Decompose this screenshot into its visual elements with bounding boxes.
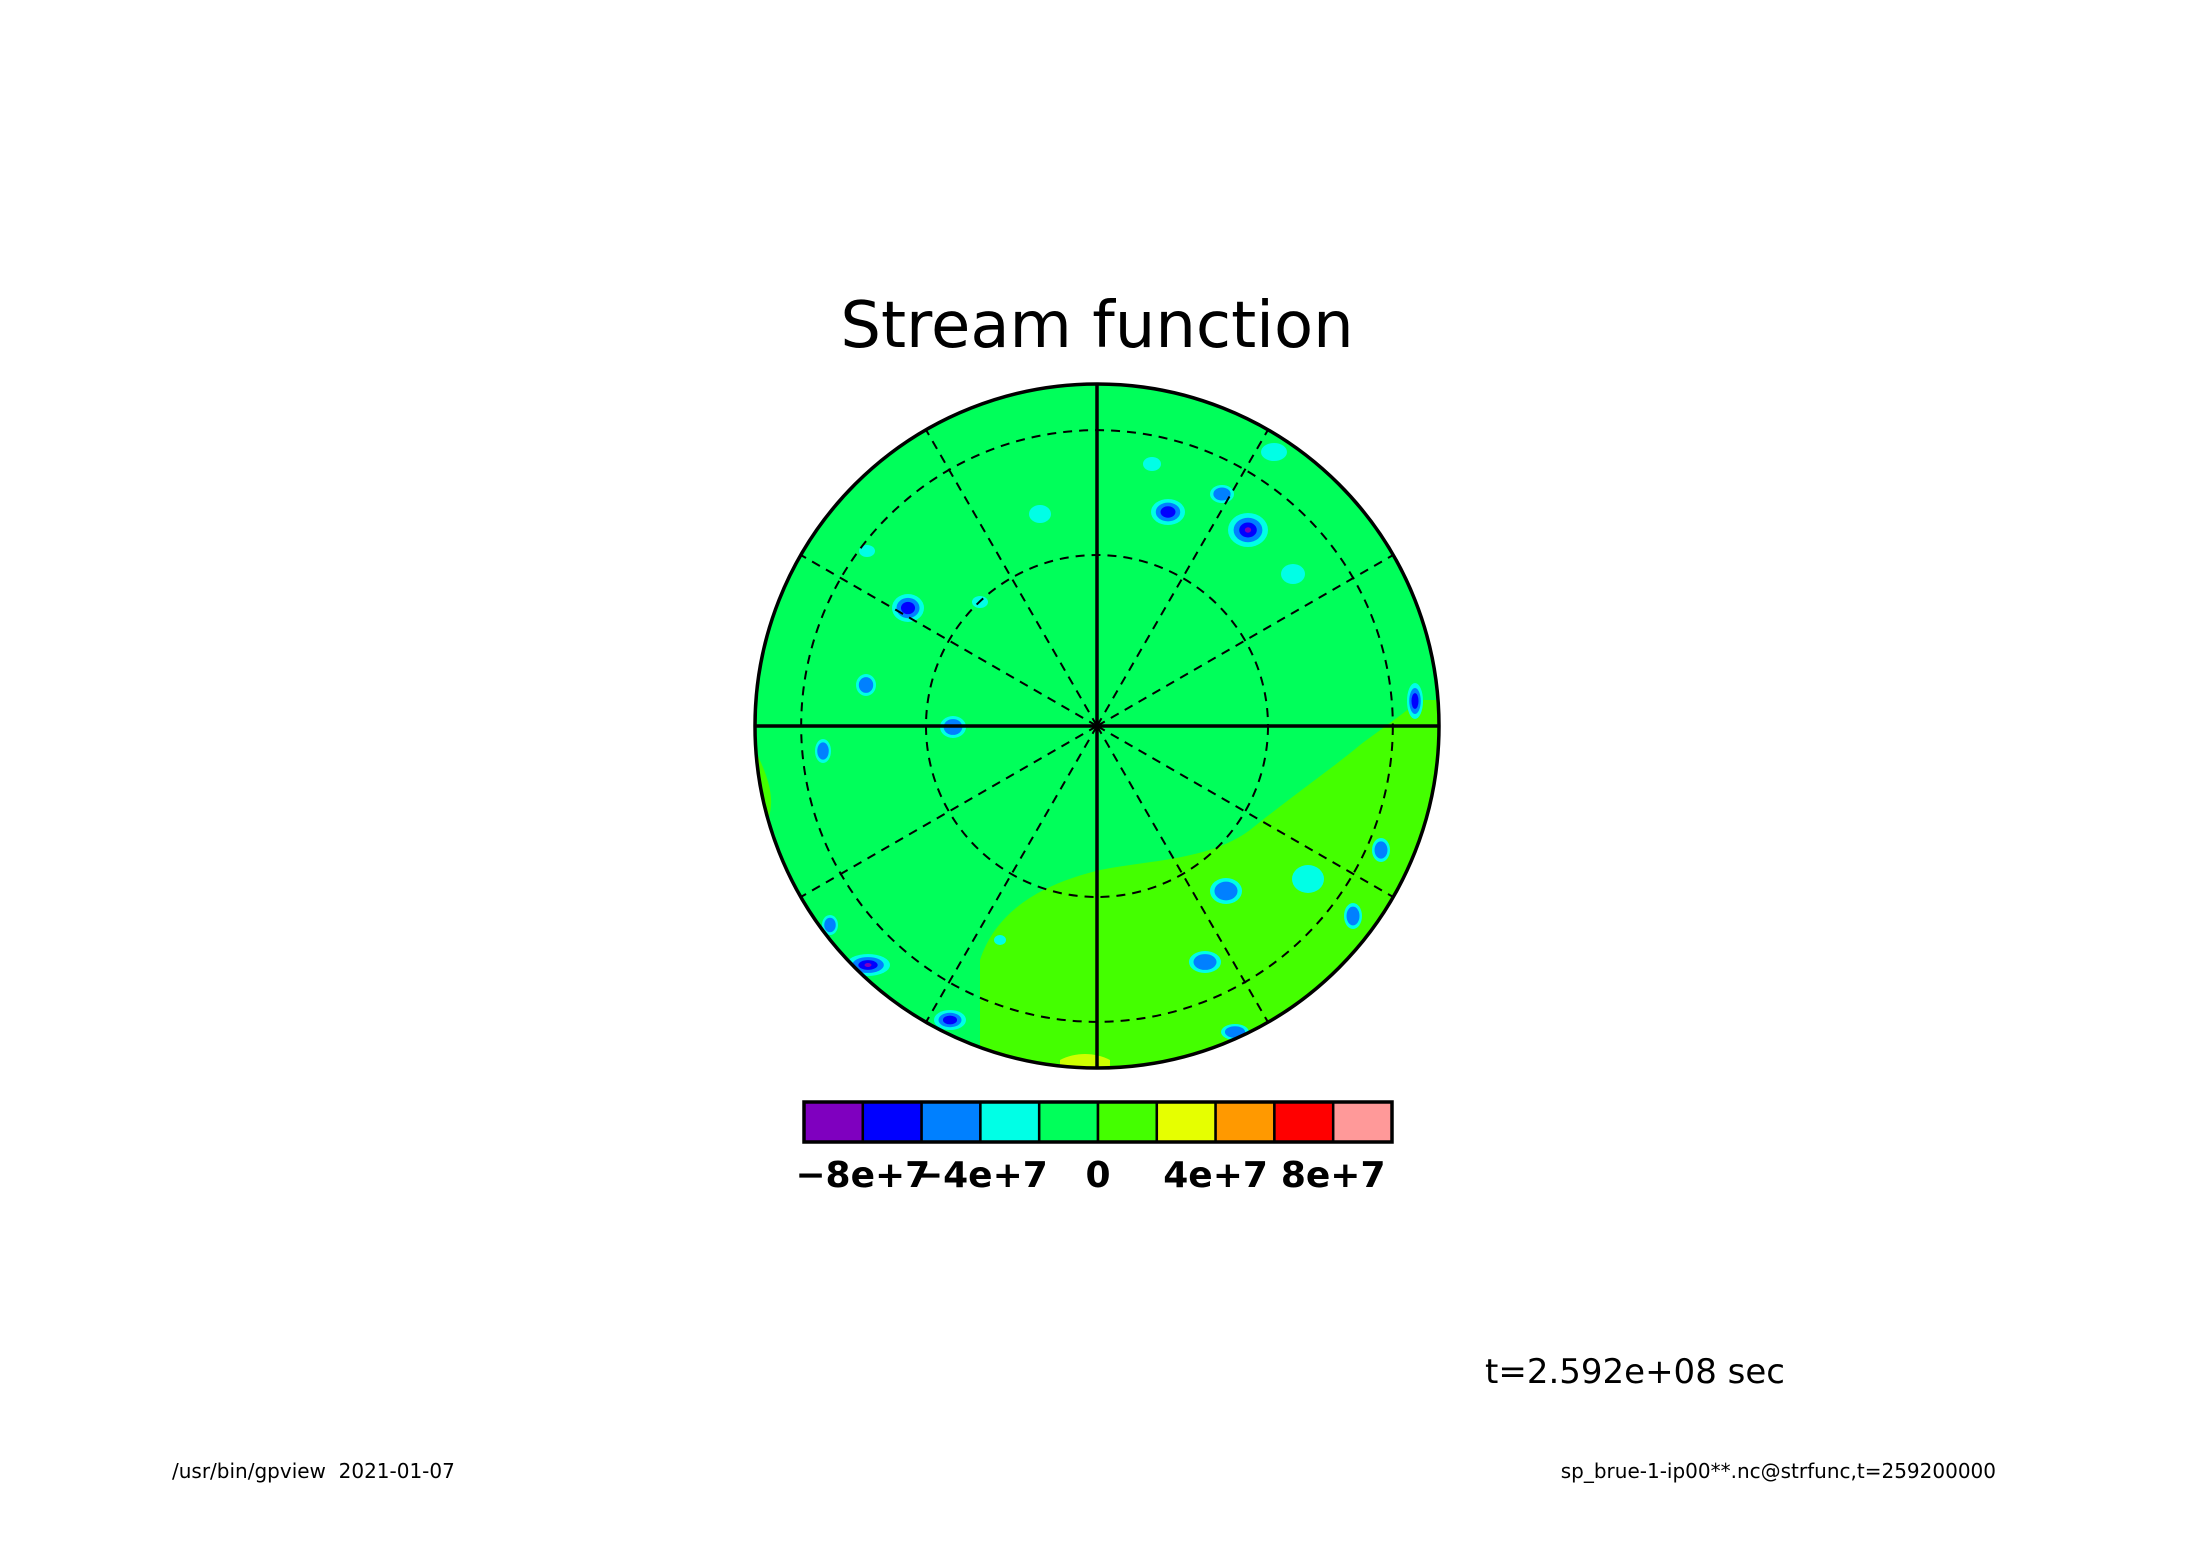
time-annotation: t=2.592e+08 sec: [1485, 1352, 1785, 1392]
chart-title: Stream function: [840, 289, 1353, 363]
vortex-contour: [817, 742, 829, 760]
colorbar-swatch: [920, 1100, 982, 1144]
meridian-line: [925, 429, 1098, 727]
vortex-contour: [858, 677, 874, 693]
colorbar: −8e+7−4e+7 0 4e+7 8e+7: [795, 1100, 1394, 1196]
vortex-contour: [859, 545, 875, 557]
map-border: [753, 382, 1441, 1070]
colorbar-swatch: [1096, 1100, 1159, 1144]
vortex-contour: [1160, 506, 1176, 518]
vortex-contour: [900, 601, 916, 615]
positive-rim-bottom: [1060, 1054, 1110, 1068]
colorbar-tick-label: 8e+7: [1281, 1155, 1386, 1196]
vortex-contour: [1143, 457, 1161, 471]
meridian-line: [1096, 725, 1269, 1023]
vortex-contour: [1244, 527, 1252, 533]
footer-right: sp_brue-1-ip00**.nc@strfunc,t=259200000: [1561, 1459, 1996, 1483]
meridian-line: [1096, 554, 1394, 727]
vortex-contour: [864, 963, 872, 967]
meridian-line: [800, 725, 1098, 898]
vortex-contour: [1213, 487, 1231, 501]
map-gridlines: [755, 384, 1439, 1068]
colorbar-swatch: [1037, 1100, 1100, 1144]
colorbar-tick-label: 0: [1085, 1155, 1110, 1196]
vortex-contour: [1411, 693, 1419, 709]
vortex-contour: [1029, 505, 1051, 523]
vortex-contour: [1346, 906, 1360, 926]
colorbar-border: [802, 1100, 1394, 1144]
meridian-line: [1096, 725, 1394, 898]
vortex-contour: [1214, 881, 1238, 901]
footer-left: /usr/bin/gpview 2021-01-07: [172, 1459, 455, 1483]
vortex-contour: [824, 917, 836, 933]
vortex-contour: [942, 1015, 958, 1025]
meridian-line: [1096, 429, 1269, 727]
polar-map: [753, 382, 1441, 1070]
vortex-contour: [1193, 954, 1217, 970]
colorbar-tick-label: 4e+7: [1163, 1155, 1268, 1196]
vortex-contour: [994, 935, 1006, 945]
meridian-line: [925, 725, 1098, 1023]
meridian-line: [800, 554, 1098, 727]
colorbar-swatch: [1273, 1100, 1335, 1144]
colorbar-swatch: [1155, 1100, 1217, 1144]
vortex-contour: [1261, 443, 1287, 461]
colorbar-swatch: [979, 1100, 1041, 1144]
vortex-contour: [1292, 865, 1324, 893]
colorbar-tick-label: −8e+7: [795, 1155, 930, 1196]
vortex-contour: [1374, 841, 1388, 859]
colorbar-swatch: [1214, 1100, 1276, 1144]
vortex-contour: [1281, 564, 1305, 584]
colorbar-swatch: [1331, 1100, 1394, 1144]
colorbar-tick-label: −4e+7: [913, 1155, 1048, 1196]
colorbar-swatch: [861, 1100, 923, 1144]
colorbar-swatch: [802, 1100, 865, 1144]
vortex-layer: [815, 432, 1423, 1040]
